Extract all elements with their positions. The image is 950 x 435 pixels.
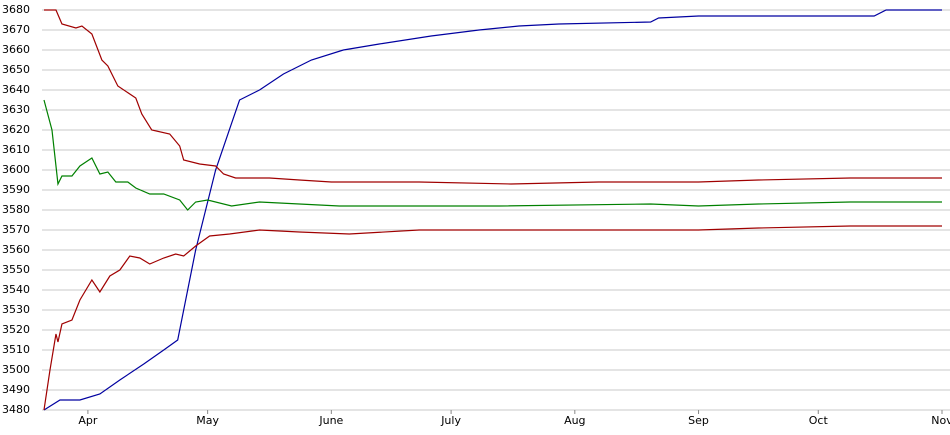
x-tick-label: Oct xyxy=(809,414,829,427)
y-tick-label: 3620 xyxy=(2,123,30,136)
x-tick-label: May xyxy=(196,414,219,427)
x-tick-label: Nov xyxy=(931,414,950,427)
y-tick-label: 3640 xyxy=(2,83,30,96)
y-tick-label: 3560 xyxy=(2,243,30,256)
x-tick-label: Apr xyxy=(78,414,98,427)
y-tick-label: 3510 xyxy=(2,343,30,356)
y-tick-label: 3580 xyxy=(2,203,30,216)
x-tick-label: June xyxy=(318,414,343,427)
series-line xyxy=(43,99,942,211)
y-tick-label: 3490 xyxy=(2,383,30,396)
y-tick-label: 3570 xyxy=(2,223,30,236)
y-tick-label: 3660 xyxy=(2,43,30,56)
x-tick-label: Sep xyxy=(688,414,709,427)
y-tick-label: 3530 xyxy=(2,303,30,316)
y-tick-label: 3680 xyxy=(2,3,30,16)
y-tick-label: 3480 xyxy=(2,403,30,416)
series-line xyxy=(43,9,942,411)
y-tick-label: 3600 xyxy=(2,163,30,176)
y-tick-label: 3630 xyxy=(2,103,30,116)
y-tick-label: 3500 xyxy=(2,363,30,376)
series-line xyxy=(43,225,942,411)
x-tick-label: Aug xyxy=(564,414,585,427)
y-tick-label: 3650 xyxy=(2,63,30,76)
y-tick-label: 3520 xyxy=(2,323,30,336)
y-tick-label: 3550 xyxy=(2,263,30,276)
y-tick-label: 3590 xyxy=(2,183,30,196)
y-tick-label: 3540 xyxy=(2,283,30,296)
series-line xyxy=(43,9,942,185)
y-tick-label: 3670 xyxy=(2,23,30,36)
x-tick-label: July xyxy=(440,414,461,427)
y-tick-label: 3610 xyxy=(2,143,30,156)
